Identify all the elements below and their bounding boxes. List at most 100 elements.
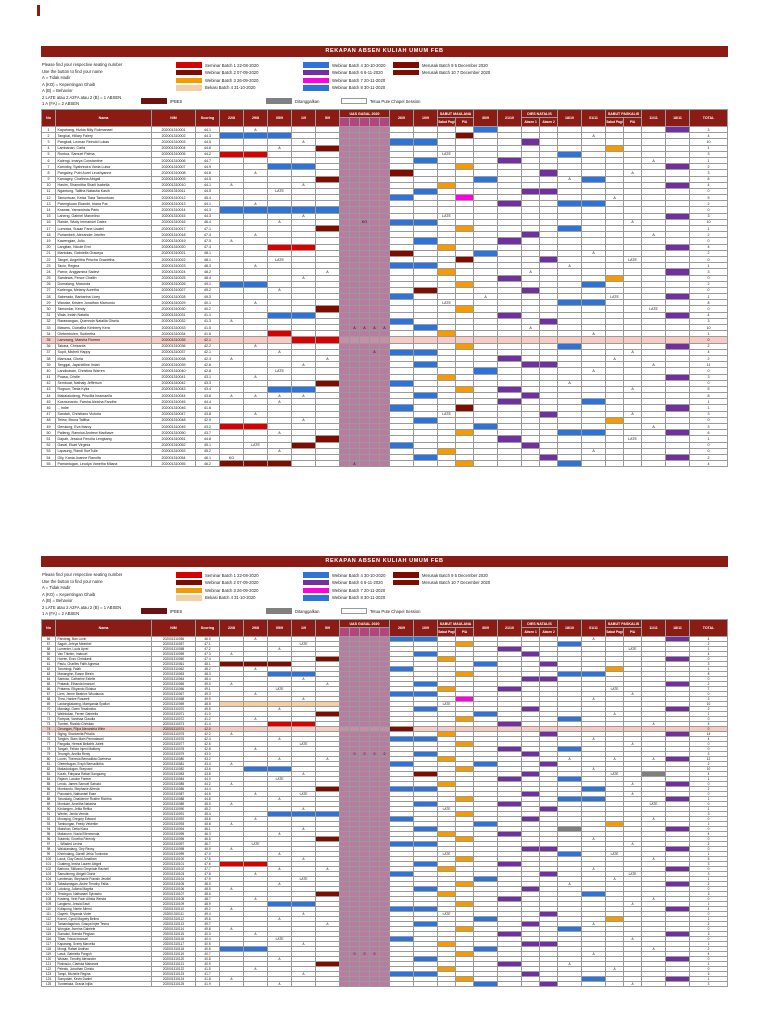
attendance-cell [315,460,340,468]
table-head: No Nama NIM Scoring 22/8 29/8 05/9 1/9 5/9 UAS GA… [41,619,729,637]
legend-swatch [393,579,419,586]
legend-swatch [393,62,419,68]
col-header: 21/10 [497,619,523,637]
legend-batch-column: Merusak Batch 9 5 December 2020 Merusak B… [393,62,490,77]
attendance-cell [267,460,292,468]
legend-label: Webinar Batch 2 07-09-2020 [205,580,259,586]
attendance-cell [623,460,643,468]
student-row: 8 Pangaley, Putri Aurel Leushyanne 2020013… [41,169,729,177]
legend-item: Tetua Pute Chapel Session [341,608,421,614]
student-row: 51 Dapah, Jessica Fenolia Lengkang 2020013… [41,435,729,443]
student-scoring: 41.9 [195,981,220,987]
attendance-cell [413,460,438,468]
attendance-cell [413,981,438,987]
legend-label: IPBES [170,608,183,614]
attendance-cell [605,460,625,468]
legend-label: Merusak Batch 9 5 December 2020 [422,572,488,578]
student-name: Tumbelaka, Gracia Injilia [55,981,152,987]
col-header: 26/9 [389,109,414,127]
legend: Please find your respective seating numb… [41,57,728,109]
legend-batch-column: Seminar Batch 1 22-08-2020 Webinar Batch … [176,572,259,602]
student-scoring: 46.2 [195,460,220,468]
legend-item: Merusak Batch 10 7 December 2020 [393,69,490,76]
legend-item: Seminar Batch 1 22-08-2020 [176,572,259,578]
student-row: 74 Gerungan, Filipa Alexandria Wirie 20200… [41,726,729,732]
legend-note: A (B) = Behavior [42,598,73,603]
row-total: 4 [689,460,729,468]
legend-item: Webinar Batch 8 30-11-2020 [303,85,385,91]
student-row: 29 Wandar, Kristen Jonathan Mamuntu 202001… [41,299,729,307]
attendance-cell [243,460,268,468]
student-row: 76 Tangkin, Stars Main Permatasari 2020013… [41,736,729,742]
col-header: 1/9 [291,109,316,127]
table-head: No Nama NIM Scoring 22/8 29/8 05/9 1/9 5/9 UAS GA… [41,109,729,127]
attendance-cell [497,981,523,987]
attendance-cell [581,460,607,468]
student-name: Pamantugan, Leudya Vanetha Milana [55,460,152,468]
legend-label: Tetua Pute Chapel Session [370,608,421,614]
legend-swatch [303,587,329,593]
student-row: 22 Tangel, Angelitha Prischa Grazietha 202… [41,255,729,264]
legend-note: 1 A (FA) = 2 ABSEN [42,101,80,106]
legend-label: Webinar Batch 8 30-11-2020 [332,85,386,91]
col-header: SABUT PASKALIS [605,619,643,628]
table-section-1: REKAPAN ABSEN KULIAH UMUM FEB Please find… [41,46,729,468]
legend-extra: IPBES Ditanggalkan Tetua Pute Chapel Sessi… [41,98,728,106]
legend-item: IPBES [141,98,182,104]
student-row: 49 Gerulung, Eva Marcy 202001310049 43.2 A 3 [41,422,729,431]
legend-note: Please find your respective seating numb… [42,572,123,577]
legend-swatch [141,98,167,104]
student-row: 39 Tenggal, Jayshelline Imiah 202001310039… [41,361,729,369]
col-header [379,117,390,127]
col-header: SABUT MAULANA [436,109,475,118]
legend-batch-column: Seminar Batch 1 22-08-2020 Webinar Batch … [176,62,259,92]
student-row: 73 Tumbel, Rivaldo Christian 202001310073 4… [41,721,729,727]
student-row: 60 Horren, Enzo Christianti 202001310060 47… [41,656,729,662]
col-header: Scoring [195,109,220,127]
col-header: 18/11 [665,109,691,127]
attendance-cell [473,981,499,987]
legend-note: Use the button to find your name [42,578,103,584]
student-row: 78 Tangah, Felicia Injent Malliany 2020013… [41,746,729,752]
attendance-cell [389,981,414,987]
attendance-cell: A [623,981,643,987]
legend-swatch [176,587,202,593]
student-row: 26 Dumalang, Marunda 202001310026 49.1 2 [41,280,729,288]
col-header [349,117,360,127]
attendance-cell [243,981,268,987]
col-header [369,117,380,127]
col-header: No [41,109,56,127]
table-body: 56 Pandeag, Ban Lovin 202001310056 46.0 A A 4 5… [41,636,729,987]
student-row: 15 Laheng, Gabriel Marcelino 202001310015 4… [41,212,729,220]
col-header: 22/8 [219,619,244,637]
legend-swatch [393,69,419,76]
col-header [369,627,380,637]
col-header: SABUT MAULANA [436,619,475,628]
col-header: 29/8 [243,619,268,637]
legend-extra: IPBES Ditanggalkan Tetua Pute Chapel Sessi… [41,608,728,616]
legend-item: Ditanggalkan [266,98,319,104]
attendance-cell [454,460,475,468]
col-header: NIM [151,619,196,637]
legend-label: Merusak Batch 10 7 December 2020 [422,580,491,586]
col-header: 5/9 [315,109,340,127]
page-edge-mark [37,5,40,16]
legend-batch-column: Webinar Batch 4 30-10-2020 Webinar Batch … [303,62,385,92]
legend-notes: Please find your respective seating numb… [42,62,122,108]
legend-item: Tetua Pute Chapel Session [341,98,421,104]
legend-item: Webinar Batch 3 26-09-2020 [176,77,259,83]
legend-label: Ditanggalkan [295,608,320,614]
attendance-cell [315,981,340,987]
student-row: 38 Mamusa, Gloria 202001310038 42.3 A A A 2 [41,354,729,363]
col-header [379,627,390,637]
col-header: 11/11 [641,619,667,637]
col-header: TOTAL [689,109,729,127]
legend-note: 2 LATE atau 2 A2FA atau 2 (B) = 1 ABSEN [42,604,122,610]
legend-label: Webinar Batch 6 6-11-2020 [332,580,383,586]
col-header: Nama [55,109,152,127]
section-title: REKAPAN ABSEN KULIAH UMUM FEB [41,556,728,567]
legend-swatch [303,579,329,586]
legend: Please find your respective seating numb… [41,567,728,619]
col-header: 30/9 [473,109,499,127]
legend-swatch [303,77,329,83]
